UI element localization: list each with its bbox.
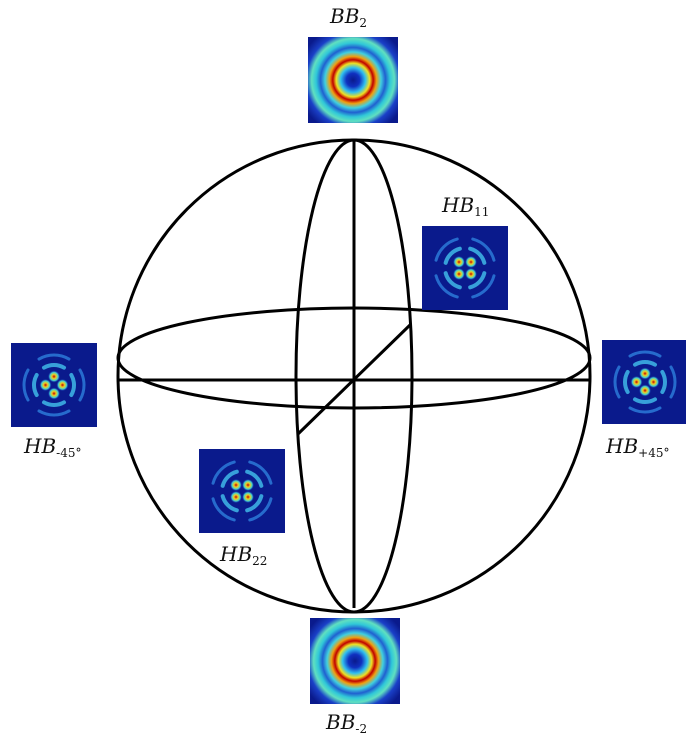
bb-minus2-mode-image	[310, 618, 400, 704]
diagonal-axis	[296, 323, 412, 436]
hb22-mode-image	[199, 449, 285, 533]
hb22-label: HB22	[220, 542, 268, 568]
hb-plus45-mode-image	[602, 340, 686, 424]
hb-plus45-label: HB+45°	[606, 434, 670, 460]
bb-minus2-label: BB-2	[326, 710, 368, 736]
bb2-mode-image	[308, 37, 398, 123]
hb-minus45-mode-image	[11, 343, 97, 427]
hb11-mode-image	[422, 226, 508, 310]
bb2-label: BB2	[330, 4, 368, 30]
hb-minus45-label: HB-45°	[24, 434, 82, 460]
hb11-label: HB11	[442, 193, 490, 219]
